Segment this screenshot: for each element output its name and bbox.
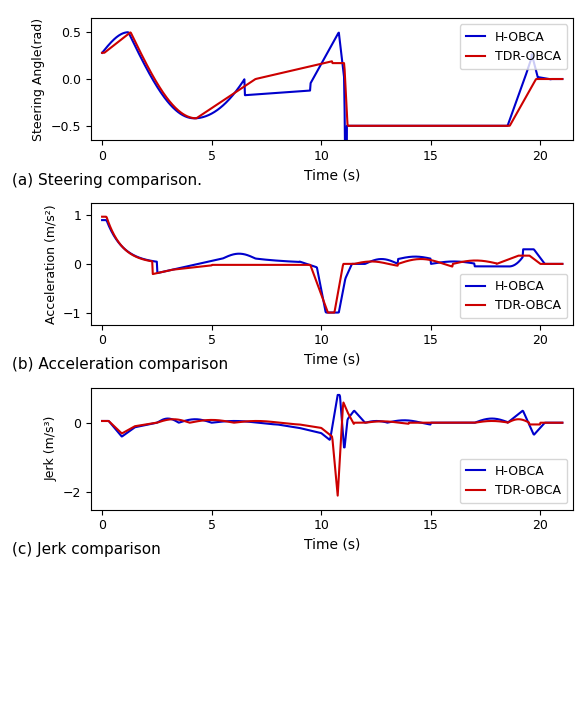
Line: TDR-OBCA: TDR-OBCA	[102, 33, 562, 126]
Line: H-OBCA: H-OBCA	[102, 220, 562, 312]
TDR-OBCA	[559, 419, 566, 427]
H-OBCA	[448, 257, 455, 266]
H-OBCA	[496, 122, 503, 130]
TDR-OBCA	[99, 49, 106, 58]
TDR-OBCA	[449, 122, 456, 130]
H-OBCA	[340, 443, 348, 452]
Legend: H-OBCA, TDR-OBCA: H-OBCA, TDR-OBCA	[460, 25, 567, 69]
H-OBCA	[323, 308, 330, 317]
H-OBCA	[559, 419, 566, 427]
TDR-OBCA	[334, 491, 341, 500]
X-axis label: Time (s): Time (s)	[304, 168, 360, 182]
TDR-OBCA	[392, 261, 399, 270]
TDR-OBCA	[367, 418, 374, 427]
H-OBCA	[366, 258, 373, 266]
H-OBCA	[99, 49, 106, 58]
H-OBCA	[99, 215, 106, 224]
Legend: H-OBCA, TDR-OBCA: H-OBCA, TDR-OBCA	[460, 274, 567, 318]
Line: TDR-OBCA: TDR-OBCA	[102, 217, 562, 312]
TDR-OBCA	[449, 419, 456, 427]
H-OBCA	[335, 390, 342, 399]
H-OBCA	[559, 75, 566, 84]
Text: (b) Acceleration comparison: (b) Acceleration comparison	[12, 357, 228, 373]
Legend: H-OBCA, TDR-OBCA: H-OBCA, TDR-OBCA	[460, 459, 567, 503]
H-OBCA	[496, 415, 503, 424]
TDR-OBCA	[325, 308, 332, 317]
Y-axis label: Steering Angle(rad): Steering Angle(rad)	[32, 17, 45, 141]
TDR-OBCA	[128, 28, 135, 37]
TDR-OBCA	[393, 418, 400, 427]
Line: TDR-OBCA: TDR-OBCA	[102, 403, 562, 496]
Line: H-OBCA: H-OBCA	[102, 32, 562, 272]
H-OBCA	[393, 122, 400, 130]
H-OBCA	[496, 262, 503, 271]
Text: (c) Jerk comparison: (c) Jerk comparison	[12, 542, 161, 558]
H-OBCA	[449, 122, 456, 130]
TDR-OBCA	[379, 417, 386, 426]
H-OBCA	[127, 426, 134, 435]
TDR-OBCA	[99, 416, 106, 425]
TDR-OBCA	[366, 257, 373, 266]
TDR-OBCA	[393, 122, 400, 130]
TDR-OBCA	[127, 424, 134, 433]
TDR-OBCA	[379, 122, 386, 130]
X-axis label: Time (s): Time (s)	[304, 353, 360, 367]
X-axis label: Time (s): Time (s)	[304, 538, 360, 552]
TDR-OBCA	[345, 122, 352, 130]
TDR-OBCA	[496, 122, 503, 130]
TDR-OBCA	[379, 258, 386, 267]
TDR-OBCA	[496, 258, 503, 267]
H-OBCA	[127, 249, 134, 258]
Text: (a) Steering comparison.: (a) Steering comparison.	[12, 173, 202, 188]
TDR-OBCA	[127, 249, 134, 258]
TDR-OBCA	[99, 213, 106, 221]
TDR-OBCA	[127, 28, 134, 37]
H-OBCA	[343, 268, 350, 277]
TDR-OBCA	[448, 262, 455, 271]
TDR-OBCA	[559, 75, 566, 84]
H-OBCA	[559, 260, 566, 269]
Line: H-OBCA: H-OBCA	[102, 395, 562, 448]
Y-axis label: Jerk (m/s³): Jerk (m/s³)	[45, 416, 58, 481]
H-OBCA	[393, 416, 400, 425]
H-OBCA	[449, 419, 456, 427]
H-OBCA	[128, 33, 135, 41]
H-OBCA	[392, 258, 399, 267]
TDR-OBCA	[496, 417, 503, 426]
Y-axis label: Acceleration (m/s²): Acceleration (m/s²)	[45, 204, 58, 324]
H-OBCA	[99, 416, 106, 425]
TDR-OBCA	[340, 398, 347, 407]
TDR-OBCA	[559, 260, 566, 269]
H-OBCA	[367, 417, 374, 426]
TDR-OBCA	[367, 122, 374, 130]
H-OBCA	[367, 122, 374, 130]
H-OBCA	[379, 122, 386, 130]
H-OBCA	[379, 417, 386, 426]
H-OBCA	[379, 255, 386, 264]
H-OBCA	[125, 28, 132, 36]
